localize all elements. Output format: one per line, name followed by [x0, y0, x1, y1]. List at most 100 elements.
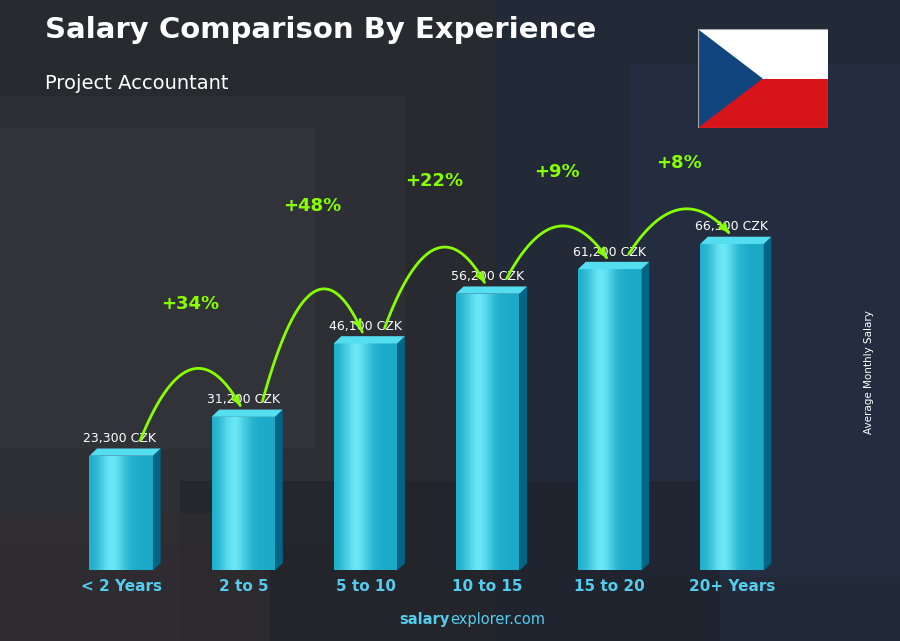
- Bar: [391, 344, 392, 570]
- Bar: [222, 417, 223, 570]
- Bar: [377, 344, 378, 570]
- Bar: [515, 294, 517, 570]
- Bar: [634, 269, 635, 570]
- Bar: [475, 294, 476, 570]
- Bar: [626, 269, 628, 570]
- Bar: [732, 244, 733, 570]
- Bar: [245, 417, 246, 570]
- Bar: [273, 417, 274, 570]
- Bar: [749, 244, 750, 570]
- Bar: [351, 344, 352, 570]
- Bar: [728, 244, 729, 570]
- Bar: [735, 244, 736, 570]
- Bar: [716, 244, 717, 570]
- Bar: [147, 456, 148, 570]
- Bar: [241, 417, 242, 570]
- Bar: [233, 417, 234, 570]
- Bar: [264, 417, 265, 570]
- Bar: [705, 244, 706, 570]
- Bar: [628, 269, 629, 570]
- Bar: [352, 344, 353, 570]
- Bar: [702, 244, 704, 570]
- Bar: [381, 344, 382, 570]
- Bar: [476, 294, 477, 570]
- Bar: [382, 344, 383, 570]
- Polygon shape: [334, 336, 405, 344]
- Bar: [365, 344, 366, 570]
- Bar: [457, 294, 458, 570]
- Bar: [137, 456, 138, 570]
- Bar: [613, 269, 614, 570]
- Bar: [601, 269, 602, 570]
- Bar: [465, 294, 466, 570]
- Bar: [762, 244, 764, 570]
- Bar: [92, 456, 93, 570]
- Bar: [730, 244, 731, 570]
- Bar: [753, 244, 754, 570]
- Bar: [134, 456, 135, 570]
- Bar: [495, 294, 496, 570]
- Bar: [217, 417, 218, 570]
- Bar: [135, 456, 136, 570]
- Text: salary: salary: [400, 612, 450, 627]
- Bar: [266, 417, 267, 570]
- Bar: [713, 244, 714, 570]
- Bar: [597, 269, 598, 570]
- Bar: [334, 344, 335, 570]
- Bar: [105, 456, 106, 570]
- Bar: [379, 344, 381, 570]
- Bar: [701, 244, 702, 570]
- Bar: [180, 481, 720, 641]
- Bar: [758, 244, 759, 570]
- Bar: [756, 244, 758, 570]
- Bar: [375, 344, 376, 570]
- Text: +48%: +48%: [284, 197, 341, 215]
- Bar: [590, 269, 592, 570]
- Bar: [120, 456, 122, 570]
- Bar: [496, 294, 497, 570]
- Bar: [371, 344, 372, 570]
- Bar: [508, 294, 510, 570]
- Bar: [220, 417, 221, 570]
- Bar: [145, 456, 146, 570]
- Bar: [393, 344, 394, 570]
- Bar: [225, 417, 227, 570]
- Bar: [252, 417, 253, 570]
- Bar: [501, 294, 502, 570]
- Text: 23,300 CZK: 23,300 CZK: [84, 432, 157, 445]
- Bar: [117, 456, 118, 570]
- Bar: [481, 294, 482, 570]
- Polygon shape: [698, 29, 763, 128]
- Bar: [388, 344, 389, 570]
- Bar: [343, 344, 345, 570]
- Bar: [706, 244, 707, 570]
- Bar: [118, 456, 119, 570]
- Bar: [717, 244, 718, 570]
- Bar: [141, 456, 142, 570]
- Bar: [587, 269, 588, 570]
- Bar: [586, 269, 587, 570]
- Bar: [246, 417, 247, 570]
- Bar: [251, 417, 252, 570]
- Bar: [387, 344, 388, 570]
- Bar: [100, 456, 101, 570]
- Bar: [384, 344, 385, 570]
- Bar: [356, 344, 357, 570]
- Bar: [113, 456, 115, 570]
- Bar: [355, 344, 356, 570]
- Bar: [342, 344, 343, 570]
- Bar: [133, 456, 134, 570]
- Bar: [140, 456, 141, 570]
- Bar: [633, 269, 634, 570]
- Bar: [0, 96, 405, 545]
- Bar: [738, 244, 740, 570]
- Bar: [339, 344, 340, 570]
- Bar: [116, 456, 117, 570]
- Bar: [698, 78, 828, 128]
- Bar: [630, 64, 900, 577]
- Bar: [467, 294, 469, 570]
- Bar: [622, 269, 623, 570]
- Bar: [629, 269, 630, 570]
- Bar: [725, 244, 726, 570]
- Bar: [580, 269, 581, 570]
